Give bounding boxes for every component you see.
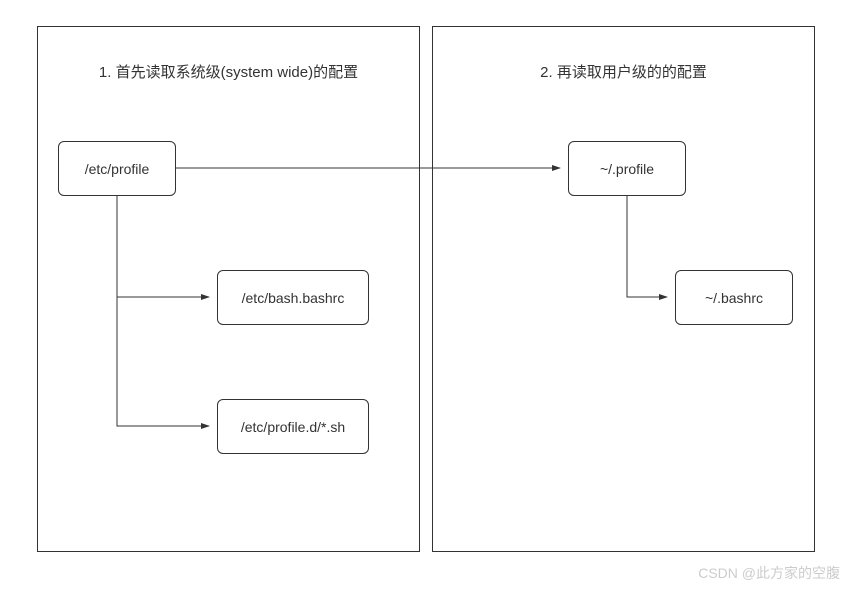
panel-title-right: 2. 再读取用户级的的配置 xyxy=(433,61,814,82)
node-label: /etc/profile.d/*.sh xyxy=(241,419,345,435)
watermark: CSDN @此方家的空腹 xyxy=(698,563,840,583)
node-label: /etc/bash.bashrc xyxy=(242,290,345,306)
node-label: ~/.bashrc xyxy=(705,290,763,306)
node-label: ~/.profile xyxy=(600,161,654,177)
node-home-bashrc: ~/.bashrc xyxy=(675,270,793,325)
node-etc-profile-d: /etc/profile.d/*.sh xyxy=(217,399,369,454)
node-label: /etc/profile xyxy=(85,161,150,177)
panel-title-left: 1. 首先读取系统级(system wide)的配置 xyxy=(38,61,419,82)
node-home-profile: ~/.profile xyxy=(568,141,686,196)
node-etc-profile: /etc/profile xyxy=(58,141,176,196)
node-etc-bash-bashrc: /etc/bash.bashrc xyxy=(217,270,369,325)
